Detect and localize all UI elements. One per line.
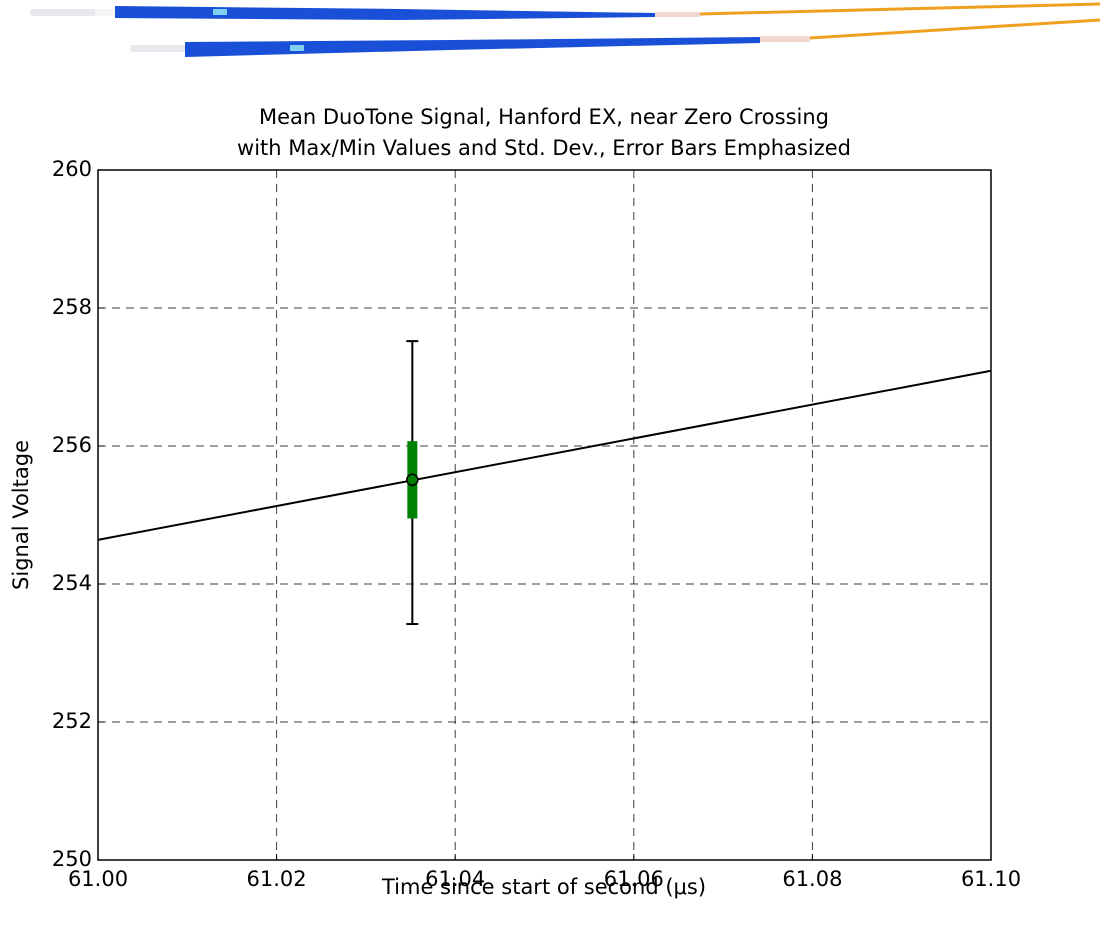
x-tick-label: 61.08 xyxy=(782,867,842,891)
x-tick-label: 61.02 xyxy=(247,867,307,891)
y-axis-label: Signal Voltage xyxy=(9,440,33,590)
y-tick-label: 250 xyxy=(52,847,92,871)
y-tick-label: 260 xyxy=(52,157,92,181)
y-tick-label: 254 xyxy=(52,571,92,595)
y-tick-label: 256 xyxy=(52,433,92,457)
plot-frame xyxy=(97,169,992,861)
chart-title: Mean DuoTone Signal, Hanford EX, near Ze… xyxy=(259,105,829,129)
x-tick-label: 61.04 xyxy=(425,867,485,891)
trend-line xyxy=(97,369,992,541)
x-tick-label: 61.00 xyxy=(68,867,128,891)
x-tick-label: 61.06 xyxy=(604,867,664,891)
x-axis-label: Time since start of second (μs) xyxy=(381,875,706,899)
x-tick-label: 61.10 xyxy=(961,867,1021,891)
mean-point xyxy=(406,473,419,487)
y-tick-label: 258 xyxy=(52,295,92,319)
y-tick-label: 252 xyxy=(52,709,92,733)
chart-title: with Max/Min Values and Std. Dev., Error… xyxy=(237,136,851,160)
cable-photo xyxy=(30,2,1101,57)
